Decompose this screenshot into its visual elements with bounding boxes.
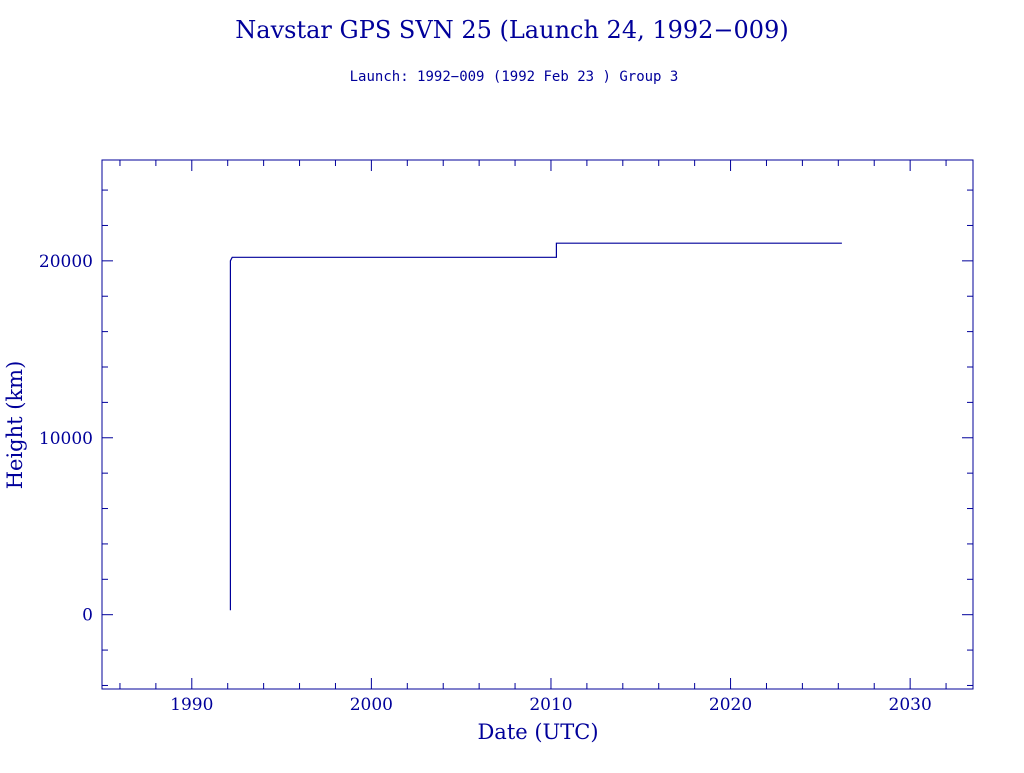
x-tick-label: 2020 bbox=[709, 695, 752, 715]
x-tick-label: 1990 bbox=[170, 695, 213, 715]
y-tick-label: 10000 bbox=[39, 429, 93, 449]
x-tick-label: 2010 bbox=[529, 695, 572, 715]
x-tick-label: 2000 bbox=[350, 695, 393, 715]
x-tick-label: 2030 bbox=[889, 695, 932, 715]
plot-frame bbox=[101, 159, 974, 690]
axis-ticks bbox=[102, 160, 973, 689]
chart-title: Navstar GPS SVN 25 (Launch 24, 1992−009) bbox=[235, 16, 788, 44]
x-axis-label: Date (UTC) bbox=[477, 720, 598, 744]
chart-subtitle: Launch: 1992−009 (1992 Feb 23 ) Group 3 bbox=[350, 69, 679, 85]
y-tick-label: 20000 bbox=[39, 252, 93, 272]
series-line bbox=[229, 242, 842, 611]
y-axis-label: Height (km) bbox=[3, 361, 27, 490]
y-tick-label: 0 bbox=[82, 606, 93, 626]
axis-tick-labels: 1990 2000 2010 2020 2030 0 10000 20000 bbox=[39, 252, 932, 715]
